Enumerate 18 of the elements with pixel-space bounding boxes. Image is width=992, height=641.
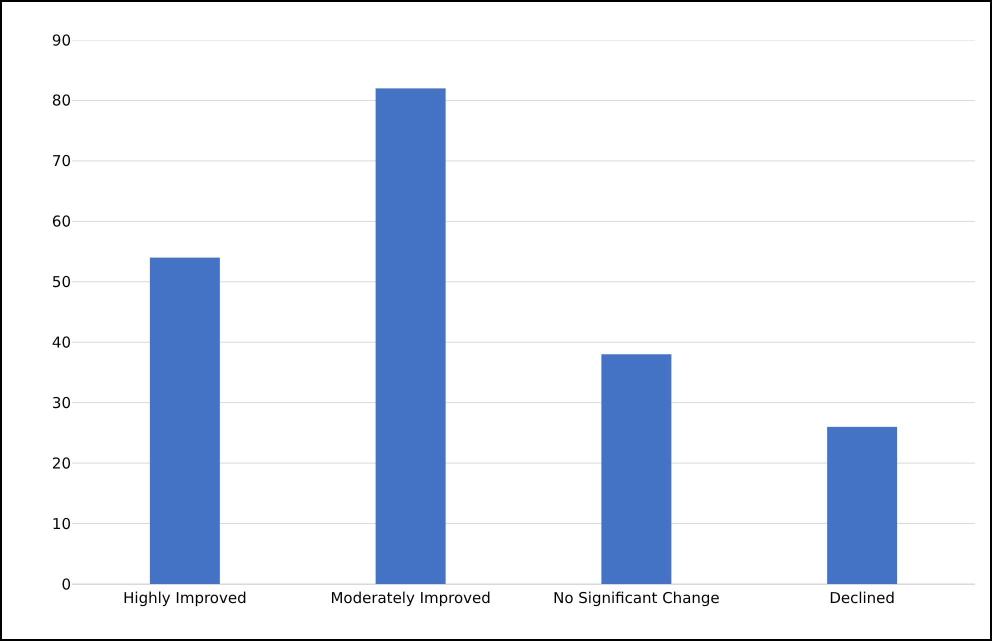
y-tick-label: 80	[52, 92, 71, 110]
y-tick-label: 90	[52, 31, 71, 50]
y-tick-label: 0	[61, 575, 71, 594]
y-tick-label: 20	[52, 454, 71, 472]
y-tick-label: 50	[52, 273, 71, 292]
bar	[376, 88, 446, 584]
y-tick-label: 30	[52, 394, 71, 412]
y-tick-label: 40	[52, 333, 71, 352]
y-tick-label: 10	[52, 514, 71, 533]
bar	[827, 426, 898, 584]
x-tick-label: No Significant Change	[553, 589, 720, 607]
x-tick-label: Moderately Improved	[330, 589, 491, 607]
x-tick-label: Highly Improved	[123, 589, 247, 607]
x-tick-label: Declined	[829, 589, 895, 607]
y-tick-label: 70	[52, 152, 71, 170]
bar	[601, 354, 672, 584]
y-tick-label: 60	[52, 212, 71, 231]
bar	[150, 258, 220, 584]
